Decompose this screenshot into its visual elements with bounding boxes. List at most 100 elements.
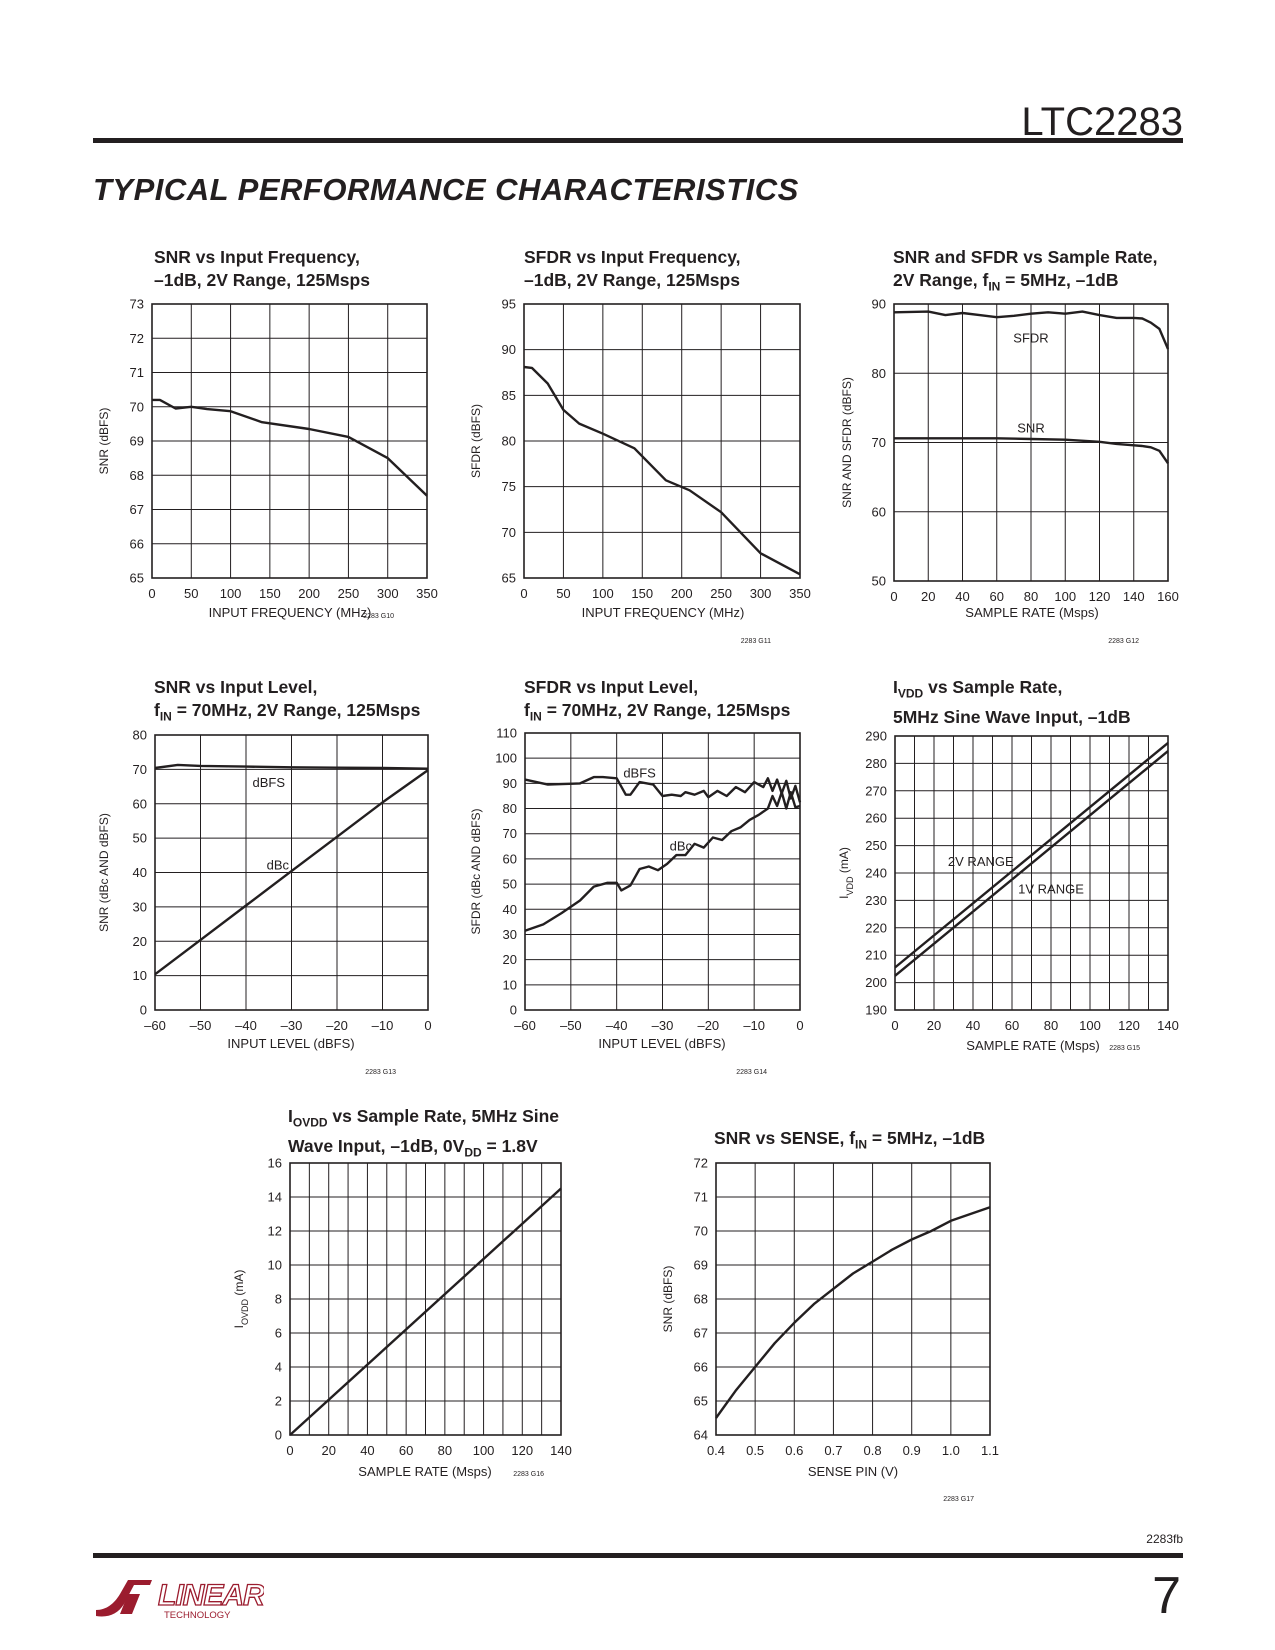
x-tick-label: 0 — [796, 1018, 803, 1033]
figure-code: 2283 G13 — [365, 1069, 396, 1076]
y-tick-label: 10 — [503, 977, 517, 992]
y-tick-label: 8 — [275, 1292, 282, 1307]
x-tick-label: 350 — [416, 586, 438, 601]
y-tick-label: 95 — [502, 297, 516, 312]
x-tick-label: 140 — [550, 1443, 572, 1458]
y-tick-label: 290 — [865, 729, 887, 744]
x-tick-label: 140 — [1157, 1018, 1179, 1033]
x-tick-label: 40 — [360, 1443, 374, 1458]
x-tick-label: –50 — [190, 1018, 212, 1033]
x-tick-label: –30 — [281, 1018, 303, 1033]
series-annotation: SNR — [1017, 421, 1044, 436]
y-tick-label: 20 — [503, 952, 517, 967]
x-tick-label: 0.8 — [864, 1443, 882, 1458]
y-tick-label: 6 — [275, 1326, 282, 1341]
y-tick-label: 80 — [502, 434, 516, 449]
y-tick-label: 270 — [865, 783, 887, 798]
svg-text:LINEAR: LINEAR — [158, 1579, 264, 1612]
chart-title: SFDR vs Input Frequency, –1dB, 2V Range, … — [524, 247, 741, 290]
y-tick-label: 20 — [133, 934, 147, 949]
y-axis-label: SFDR (dBc AND dBFS) — [469, 808, 483, 934]
x-tick-label: 0 — [891, 1018, 898, 1033]
x-tick-label: 50 — [556, 586, 570, 601]
y-tick-label: 280 — [865, 756, 887, 771]
series-line — [289, 1187, 562, 1436]
y-axis-label: IOVDD (mA) — [232, 1270, 250, 1329]
y-tick-label: 66 — [694, 1360, 708, 1375]
chart-g12: 0 20 40 60 80 100 120 140 160 50 60 70 80 90 SAMPLE RA… — [840, 297, 1179, 646]
series-line — [715, 1206, 991, 1419]
y-tick-label: 80 — [503, 801, 517, 816]
y-tick-label: 70 — [694, 1224, 708, 1239]
y-tick-label: 210 — [865, 948, 887, 963]
x-tick-label: 60 — [399, 1443, 413, 1458]
x-tick-label: 50 — [184, 586, 198, 601]
plot-frame — [524, 732, 801, 1011]
x-tick-label: 0.7 — [824, 1443, 842, 1458]
x-tick-label: 100 — [1079, 1018, 1101, 1033]
y-tick-label: 90 — [502, 342, 516, 357]
x-tick-label: 80 — [1024, 589, 1038, 604]
y-tick-label: 40 — [503, 902, 517, 917]
chart-g17: 0.4 0.5 0.6 0.7 0.8 0.9 1.0 1.1 64 65 66 67 68 69 70 71… — [661, 1156, 999, 1504]
x-tick-label: –10 — [743, 1018, 765, 1033]
x-tick-label: 40 — [966, 1018, 980, 1033]
y-tick-label: 200 — [865, 975, 887, 990]
x-axis-label: SAMPLE RATE (Msps) — [966, 1038, 1099, 1053]
x-axis-label: INPUT FREQUENCY (MHz) — [582, 605, 745, 620]
y-tick-label: 10 — [268, 1258, 282, 1273]
chart-g14: –60 –50 –40 –30 –20 –10 0 0 10 20 30 40 50 60 70 80 90 10… — [469, 726, 804, 1077]
y-tick-label: 70 — [872, 435, 886, 450]
x-tick-label: 80 — [1044, 1018, 1058, 1033]
y-tick-label: 71 — [130, 365, 144, 380]
y-axis-label: SNR (dBc AND dBFS) — [97, 813, 111, 932]
x-tick-label: 300 — [750, 586, 772, 601]
series-line-dbfs — [154, 763, 429, 770]
x-axis-label: SAMPLE RATE (Msps) — [358, 1464, 491, 1479]
chart-title: IOVDD vs Sample Rate, 5MHz Sine Wave Inpu… — [288, 1106, 560, 1159]
y-tick-label: 90 — [872, 297, 886, 312]
y-tick-label: 240 — [865, 866, 887, 881]
y-tick-label: 40 — [133, 865, 147, 880]
x-tick-label: 100 — [220, 586, 242, 601]
x-tick-label: 40 — [955, 589, 969, 604]
y-tick-label: 64 — [694, 1428, 708, 1443]
x-axis-label: INPUT LEVEL (dBFS) — [598, 1036, 725, 1051]
y-tick-label: 220 — [865, 920, 887, 935]
x-tick-label: 20 — [927, 1018, 941, 1033]
x-tick-label: 1.1 — [981, 1443, 999, 1458]
x-tick-label: –40 — [235, 1018, 257, 1033]
y-tick-label: 230 — [865, 893, 887, 908]
y-axis-label: IVDD (mA) — [837, 847, 855, 899]
y-tick-label: 65 — [502, 571, 516, 586]
series-line-dbc — [524, 791, 801, 932]
y-tick-label: 50 — [872, 574, 886, 589]
y-tick-label: 0 — [140, 1003, 147, 1018]
x-tick-label: –30 — [652, 1018, 674, 1033]
y-tick-label: 16 — [268, 1156, 282, 1171]
y-axis-label: SNR (dBFS) — [97, 408, 111, 475]
x-axis-label: SAMPLE RATE (Msps) — [965, 605, 1098, 620]
y-tick-label: 100 — [495, 751, 517, 766]
y-axis-label: SFDR (dBFS) — [469, 404, 483, 478]
x-tick-label: 20 — [921, 589, 935, 604]
x-tick-label: –20 — [326, 1018, 348, 1033]
x-tick-label: –50 — [560, 1018, 582, 1033]
figure-code: 2283 G11 — [741, 638, 771, 645]
x-tick-label: 1.0 — [942, 1443, 960, 1458]
x-tick-label: 350 — [789, 586, 811, 601]
x-tick-label: 160 — [1157, 589, 1179, 604]
figure-code: 2283 G14 — [736, 1069, 767, 1076]
x-tick-label: 120 — [511, 1443, 533, 1458]
x-tick-label: –60 — [514, 1018, 536, 1033]
x-tick-label: 0.4 — [707, 1443, 725, 1458]
plot-frame — [154, 734, 429, 1011]
series-line — [152, 398, 428, 497]
y-tick-label: 80 — [133, 728, 147, 743]
y-tick-label: 10 — [133, 968, 147, 983]
x-tick-label: 0 — [286, 1443, 293, 1458]
x-tick-label: –40 — [606, 1018, 628, 1033]
y-tick-label: 14 — [268, 1190, 282, 1205]
y-tick-label: 190 — [865, 1003, 887, 1018]
figure-code: 2283 G16 — [513, 1471, 544, 1478]
